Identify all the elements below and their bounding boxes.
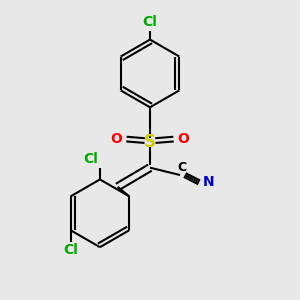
Text: S: S <box>144 133 156 151</box>
Text: Cl: Cl <box>63 244 78 257</box>
Text: C: C <box>178 160 187 174</box>
Text: N: N <box>203 176 214 189</box>
Text: O: O <box>177 132 189 146</box>
Text: Cl: Cl <box>84 152 98 166</box>
Text: Cl: Cl <box>142 15 158 29</box>
Text: O: O <box>111 132 123 146</box>
